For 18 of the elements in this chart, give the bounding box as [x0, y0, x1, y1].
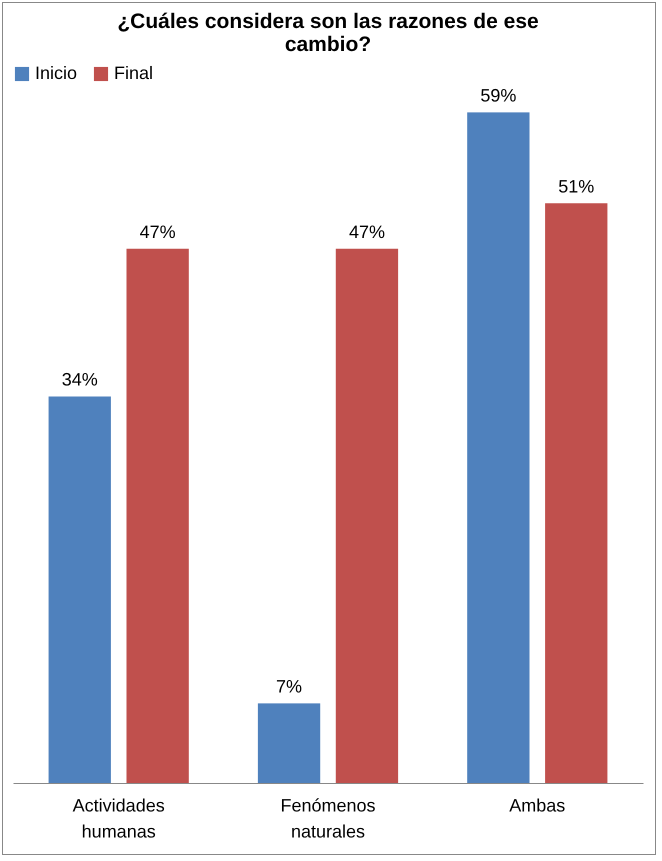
bar: [258, 703, 320, 783]
data-label: 59%: [480, 85, 516, 106]
x-tick-label: Fenómenos naturales: [280, 796, 376, 842]
bar: [126, 248, 189, 783]
bar: [467, 112, 530, 783]
x-tick-label: Ambas: [509, 796, 566, 816]
data-label: 34%: [62, 370, 98, 390]
data-label: 47%: [140, 222, 176, 242]
data-label: 51%: [558, 176, 594, 196]
bar: [545, 203, 608, 783]
x-tick-label: Actividades humanas: [72, 796, 165, 842]
legend-label: Inicio: [35, 63, 78, 83]
chart-title: ¿Cuáles considera son las razones de ese cambio?: [117, 10, 539, 56]
data-label: 7%: [276, 676, 302, 696]
data-label: 47%: [348, 222, 385, 242]
bar: [336, 248, 398, 783]
legend-label: Final: [114, 63, 154, 83]
bar: [48, 396, 111, 783]
